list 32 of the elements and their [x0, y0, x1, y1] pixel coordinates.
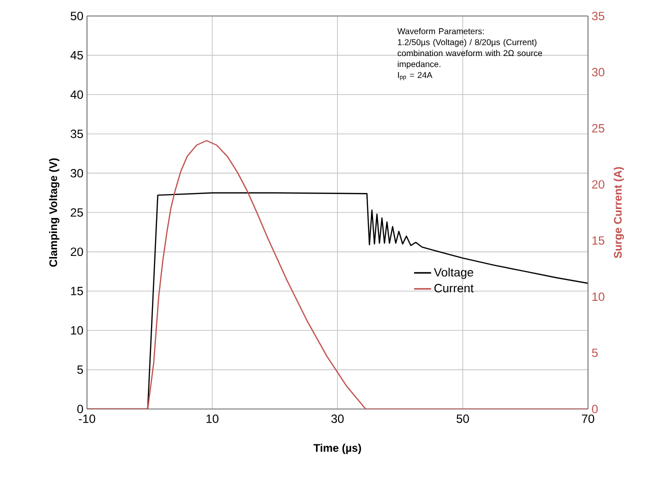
y-tick-label: 10 [71, 326, 84, 335]
y-tick-label: 25 [70, 208, 83, 217]
x-tick-label: 50 [456, 414, 469, 423]
y-tick-label: 5 [77, 366, 83, 374]
y2-tick-label: 0 [592, 404, 598, 414]
x-tick-label: 70 [582, 414, 594, 423]
x-tick-label: 30 [331, 414, 344, 423]
x-tick-label: -10 [78, 414, 96, 423]
y-tick-label: 45 [70, 51, 83, 60]
y-tick-label: 20 [70, 248, 84, 256]
x-tick-label: 10 [206, 414, 218, 423]
y2-tick-label: 5 [592, 348, 598, 358]
y-tick-label: 30 [70, 168, 84, 178]
y2-tick-label: 30 [592, 68, 604, 76]
y2-tick-label: 15 [592, 236, 604, 245]
y-tick-label: 0 [77, 404, 84, 414]
y-axis-title: Clamping Voltage (V) [49, 158, 60, 267]
y-tick-label: 40 [70, 90, 84, 99]
annotation: Waveform Parameters: [397, 28, 484, 34]
y2-axis-title: Surge Current (A) [614, 167, 624, 258]
y-tick-label: 35 [70, 130, 83, 138]
annotation: 1.2/50µs (Voltage) / 8/20µs (Current) combination waveform with 2Ω source impedance. [398, 38, 542, 69]
x-axis-title: Time (µs) [314, 444, 362, 454]
annotation: I$_{pp}$ = 24A [398, 72, 432, 80]
y2-tick-label: 20 [592, 180, 604, 189]
y2-tick-label: 35 [592, 12, 604, 20]
y2-tick-label: 25 [592, 124, 604, 133]
y-tick-label: 50 [70, 12, 84, 20]
y2-tick-label: 10 [592, 292, 604, 301]
y-tick-label: 15 [71, 286, 83, 296]
legend-label: Voltage [434, 268, 474, 279]
legend-label: Current [434, 284, 474, 292]
